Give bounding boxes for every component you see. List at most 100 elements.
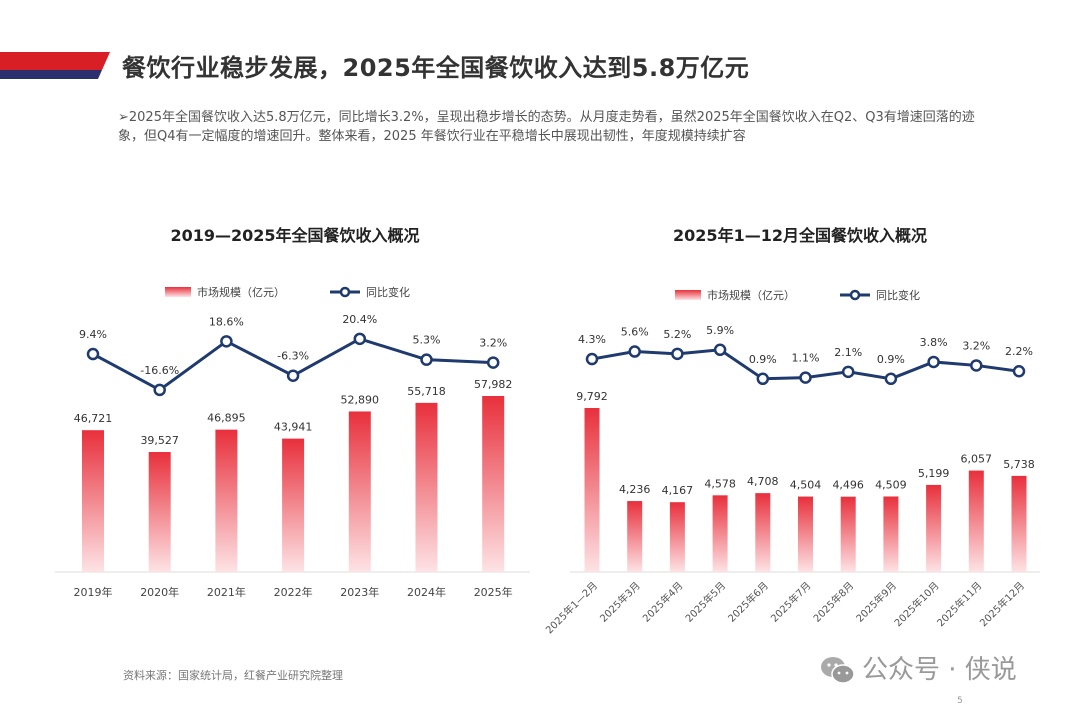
yoy-point (756, 372, 770, 386)
yoy-data-label: 4.3% (578, 333, 606, 346)
bar-data-label: 6,057 (961, 453, 993, 466)
yoy-data-label: 5.6% (621, 326, 649, 339)
bar-data-label: 4,578 (704, 477, 736, 490)
x-tick-label: 2025年10月 (891, 579, 941, 629)
x-tick-label: 2025年4月 (640, 579, 686, 625)
bar-data-label: 4,496 (832, 479, 864, 492)
bar (348, 411, 371, 572)
yoy-point (970, 359, 983, 372)
legend-line-marker (849, 289, 861, 301)
x-tick-label: 2025年6月 (725, 579, 771, 625)
yoy-data-label: 0.9% (877, 353, 905, 366)
bar-data-label: 52,890 (341, 393, 380, 406)
bar (669, 502, 685, 572)
bar (215, 429, 238, 572)
yoy-data-label: 1.1% (792, 352, 820, 365)
bar-data-label: 4,509 (875, 478, 907, 491)
yoy-point (884, 372, 898, 386)
bar (755, 493, 771, 572)
bar (798, 496, 813, 572)
yoy-data-label: 3.8% (920, 336, 948, 349)
yoy-point (927, 355, 940, 369)
bar (926, 484, 942, 572)
bar (584, 408, 600, 572)
legend-line-label: 同比变化 (876, 288, 920, 302)
yoy-point (220, 335, 233, 348)
wechat-icon (821, 657, 855, 684)
bar (627, 501, 643, 572)
yoy-point (286, 369, 300, 382)
bar (482, 396, 505, 572)
bar-data-label: 9,792 (576, 390, 608, 403)
bar-data-label: 4,708 (747, 475, 779, 488)
bar-data-label: 4,504 (790, 479, 822, 492)
x-tick-label: 2022年 (274, 585, 313, 599)
x-tick-label: 2023年 (340, 585, 379, 599)
page-number: 5 (957, 696, 963, 706)
yoy-point (841, 365, 855, 379)
bar (883, 496, 899, 572)
yoy-point (86, 347, 100, 361)
wechat-watermark: 公众号 · 侠说 (820, 655, 1017, 685)
bar-data-label: 43,941 (274, 421, 313, 434)
bar (148, 452, 171, 572)
chart-title-monthly: 2025年1—12月全国餐饮收入概况 (673, 226, 927, 245)
yoy-data-label: 2.2% (1005, 345, 1033, 358)
chart-title-annual: 2019—2025年全国餐饮收入概况 (170, 226, 420, 245)
bar-data-label: 39,527 (140, 434, 179, 447)
x-tick-label: 2025年 (474, 585, 513, 599)
x-tick-label: 2019年 (74, 585, 113, 599)
bar (968, 470, 984, 572)
yoy-data-label: 2.1% (834, 346, 862, 359)
bar (82, 430, 104, 572)
yoy-point (486, 356, 500, 369)
source-note: 资料来源：国家统计局，红餐产业研究院整理 (123, 669, 343, 682)
yoy-data-label: 5.3% (413, 334, 441, 347)
watermark-text: 公众号 · 侠说 (862, 655, 1017, 685)
bar (415, 402, 438, 572)
yoy-point (799, 371, 812, 384)
legend-bar-swatch (165, 287, 191, 297)
summary-text: ➢2025年全国餐饮收入达5.8万亿元，同比增长3.2%，呈现出稳步增长的态势。… (118, 110, 975, 144)
yoy-point (585, 352, 599, 366)
bar-data-label: 57,982 (474, 378, 513, 391)
yoy-data-label: 5.2% (663, 328, 691, 341)
header-banner (0, 52, 110, 79)
bar-data-label: 55,718 (407, 385, 446, 398)
yoy-data-label: 5.9% (706, 324, 734, 337)
bar-data-label: 4,167 (662, 484, 694, 497)
legend-bar-label: 市场规模（亿元） (197, 285, 285, 299)
yoy-point (671, 347, 684, 361)
yoy-data-label: -6.3% (277, 350, 309, 363)
yoy-data-label: 0.9% (749, 353, 777, 366)
bar (282, 438, 305, 572)
yoy-data-label: 3.2% (479, 337, 507, 350)
bar (712, 495, 728, 572)
page-title: 餐饮行业稳步发展，2025年全国餐饮收入达到5.8万亿元 (122, 54, 750, 82)
x-tick-label: 2025年3月 (597, 579, 643, 625)
bar-data-label: 5,199 (918, 467, 950, 480)
yoy-point (353, 332, 367, 346)
x-tick-label: 2025年11月 (934, 579, 984, 629)
yoy-point (628, 345, 641, 358)
x-tick-label: 2025年12月 (977, 579, 1027, 629)
yoy-point (153, 383, 166, 397)
bar (840, 496, 856, 572)
x-tick-label: 2025年1—2月 (543, 579, 600, 636)
x-tick-label: 2021年 (207, 585, 246, 599)
x-tick-label: 2025年9月 (853, 579, 899, 625)
x-tick-label: 2025年5月 (682, 579, 728, 625)
yoy-point (420, 353, 433, 366)
chart-monthly: 市场规模（亿元） 同比变化 9,792 2025年1—2月 4,236 2025年3月 4,… (543, 288, 1040, 636)
yoy-point (713, 343, 727, 357)
yoy-point (1012, 364, 1026, 378)
bar (1011, 475, 1027, 572)
bar-data-label: 5,738 (1003, 458, 1035, 471)
x-tick-label: 2025年8月 (810, 579, 856, 625)
legend-line-marker (339, 286, 351, 298)
x-tick-label: 2020年 (140, 585, 179, 599)
bar-data-label: 46,895 (207, 412, 246, 425)
yoy-data-label: 9.4% (79, 328, 107, 341)
yoy-data-label: 18.6% (209, 315, 244, 328)
